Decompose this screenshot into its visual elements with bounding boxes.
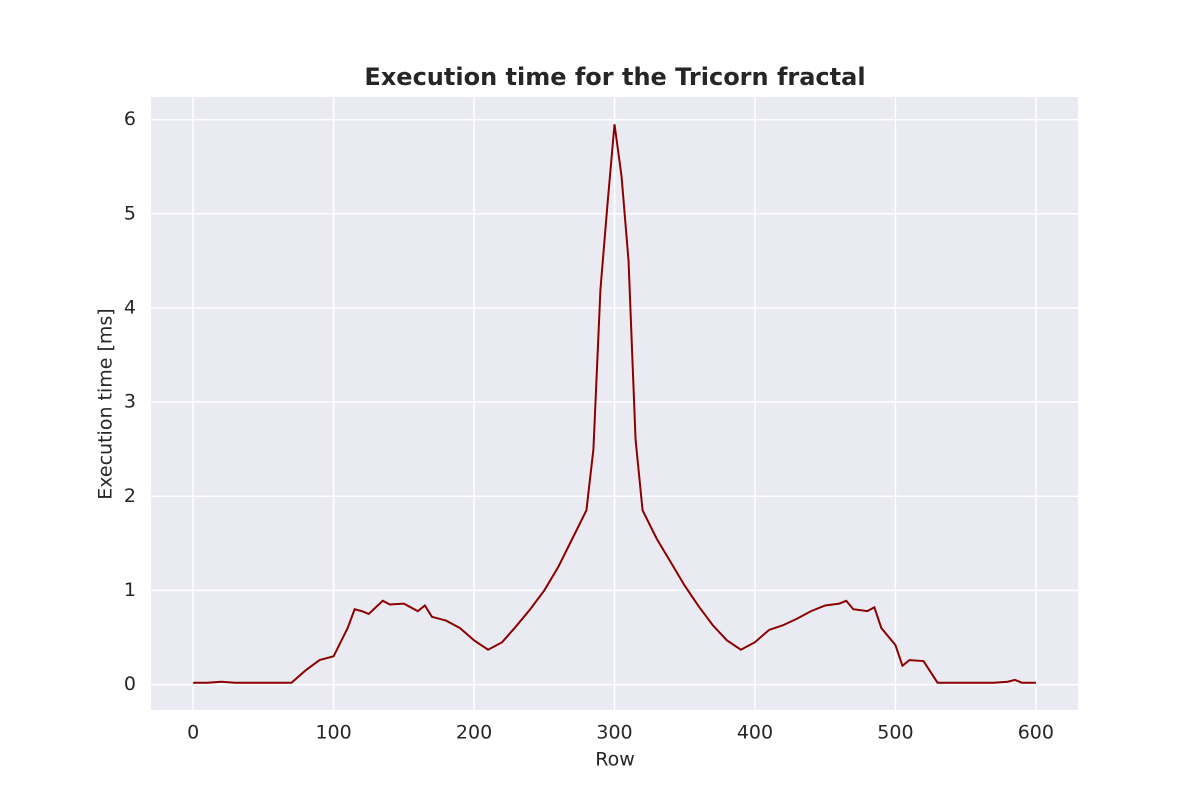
x-tick-label: 500 [877,722,913,744]
x-tick-label: 600 [1018,722,1054,744]
x-tick-label: 400 [737,722,773,744]
y-tick-label: 1 [124,579,136,601]
data-line [193,124,1036,684]
y-tick-label: 3 [124,391,136,413]
x-tick-label: 0 [187,722,199,744]
y-tick-label: 6 [124,108,136,130]
x-axis-label: Row [595,749,635,771]
y-tick-label: 5 [124,202,136,224]
y-axis-label: Execution time [ms] [95,308,117,499]
x-tick-label: 300 [596,722,632,744]
y-tick-label: 2 [124,485,136,507]
chart-title: Execution time for the Tricorn fractal [364,63,865,91]
y-tick-label: 4 [124,296,136,318]
y-tick-label: 0 [124,673,136,695]
x-tick-label: 100 [315,722,351,744]
x-tick-label: 200 [456,722,492,744]
